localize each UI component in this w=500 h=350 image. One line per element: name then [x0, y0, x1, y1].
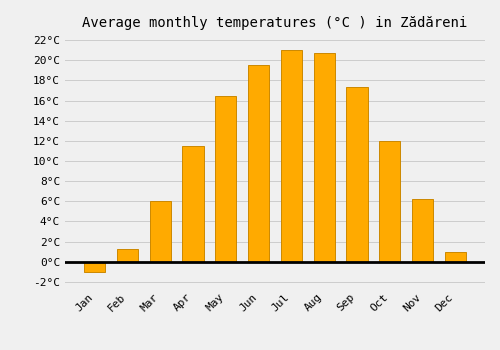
Bar	[117, 249, 138, 262]
Bar	[280, 50, 302, 262]
Bar	[215, 97, 236, 262]
Bar	[412, 199, 433, 262]
Bar	[248, 65, 270, 262]
Bar	[444, 252, 466, 262]
Title: Average monthly temperatures (°C ) in Zădăreni: Average monthly temperatures (°C ) in Ză…	[82, 16, 468, 30]
Bar	[150, 201, 171, 262]
Bar	[182, 146, 204, 262]
Bar	[379, 141, 400, 262]
Bar	[346, 88, 368, 262]
Bar	[314, 53, 335, 262]
Bar	[84, 262, 106, 272]
